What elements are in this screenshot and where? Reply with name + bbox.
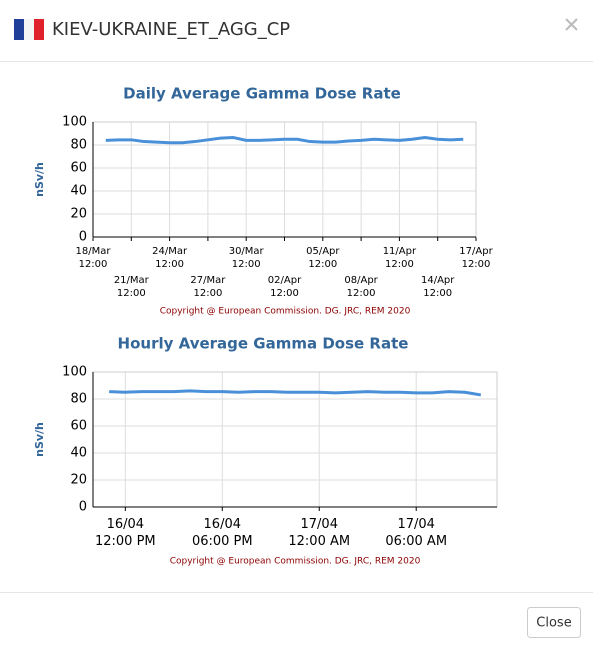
y-tick-label: 20	[70, 207, 87, 222]
close-icon-stroke	[565, 18, 578, 31]
x-tick-label: 17/Apr 12:00	[459, 246, 493, 270]
x-tick-label: 05/Apr 12:00	[306, 246, 340, 270]
x-tick-label: 17/04 06:00 AM	[385, 517, 447, 549]
x-tick-label: 18/Mar 12:00	[76, 246, 112, 270]
close-button-label: Close	[536, 616, 571, 631]
data-line	[105, 136, 464, 145]
flag-blue	[14, 19, 24, 40]
x-tick-label: 14/Apr 12:00	[421, 275, 455, 299]
y-tick-label: 0	[79, 500, 87, 515]
copyright-note: Copyright @ European Commission. DG. JRC…	[170, 557, 421, 567]
x-tick-label: 16/04 06:00 PM	[192, 517, 253, 549]
x-tick-label: 16/04 12:00 PM	[95, 517, 156, 549]
y-axis-label: nSv/h	[33, 162, 46, 197]
y-tick-label: 40	[70, 184, 87, 199]
x-tick-label: 30/Mar 12:00	[229, 246, 265, 270]
chart-title: Daily Average Gamma Dose Rate	[123, 85, 401, 103]
y-tick-label: 80	[70, 392, 87, 407]
y-tick-label: 20	[70, 473, 87, 488]
y-tick-label: 60	[70, 419, 87, 434]
flag-white	[24, 19, 34, 40]
x-tick-label: 21/Mar 12:00	[114, 275, 150, 299]
x-tick-label: 11/Apr 12:00	[383, 246, 417, 270]
x-tick-label: 24/Mar 12:00	[152, 246, 188, 270]
modal-title: KIEV-UKRAINE_ET_AGG_CP	[52, 19, 290, 40]
close-button[interactable]: Close	[527, 607, 581, 638]
x-tick-label: 08/Apr 12:00	[344, 275, 378, 299]
close-icon[interactable]	[565, 18, 578, 31]
x-tick-label: 17/04 12:00 AM	[288, 517, 350, 549]
close-button-box	[527, 607, 581, 638]
y-tick-label: 60	[70, 161, 87, 176]
chart-title: Hourly Average Gamma Dose Rate	[118, 335, 409, 353]
copyright-note: Copyright @ European Commission. DG. JRC…	[160, 307, 411, 317]
flag	[14, 19, 44, 40]
y-tick-label: 0	[79, 230, 87, 245]
y-tick-label: 100	[62, 365, 87, 380]
x-tick-label: 02/Apr 12:00	[268, 275, 302, 299]
y-tick-label: 40	[70, 446, 87, 461]
y-tick-label: 80	[70, 138, 87, 153]
y-axis-label: nSv/h	[33, 422, 46, 457]
flag-red	[34, 19, 44, 40]
data-line	[109, 389, 482, 397]
y-tick-label: 100	[62, 115, 87, 130]
x-tick-label: 27/Mar 12:00	[190, 275, 226, 299]
